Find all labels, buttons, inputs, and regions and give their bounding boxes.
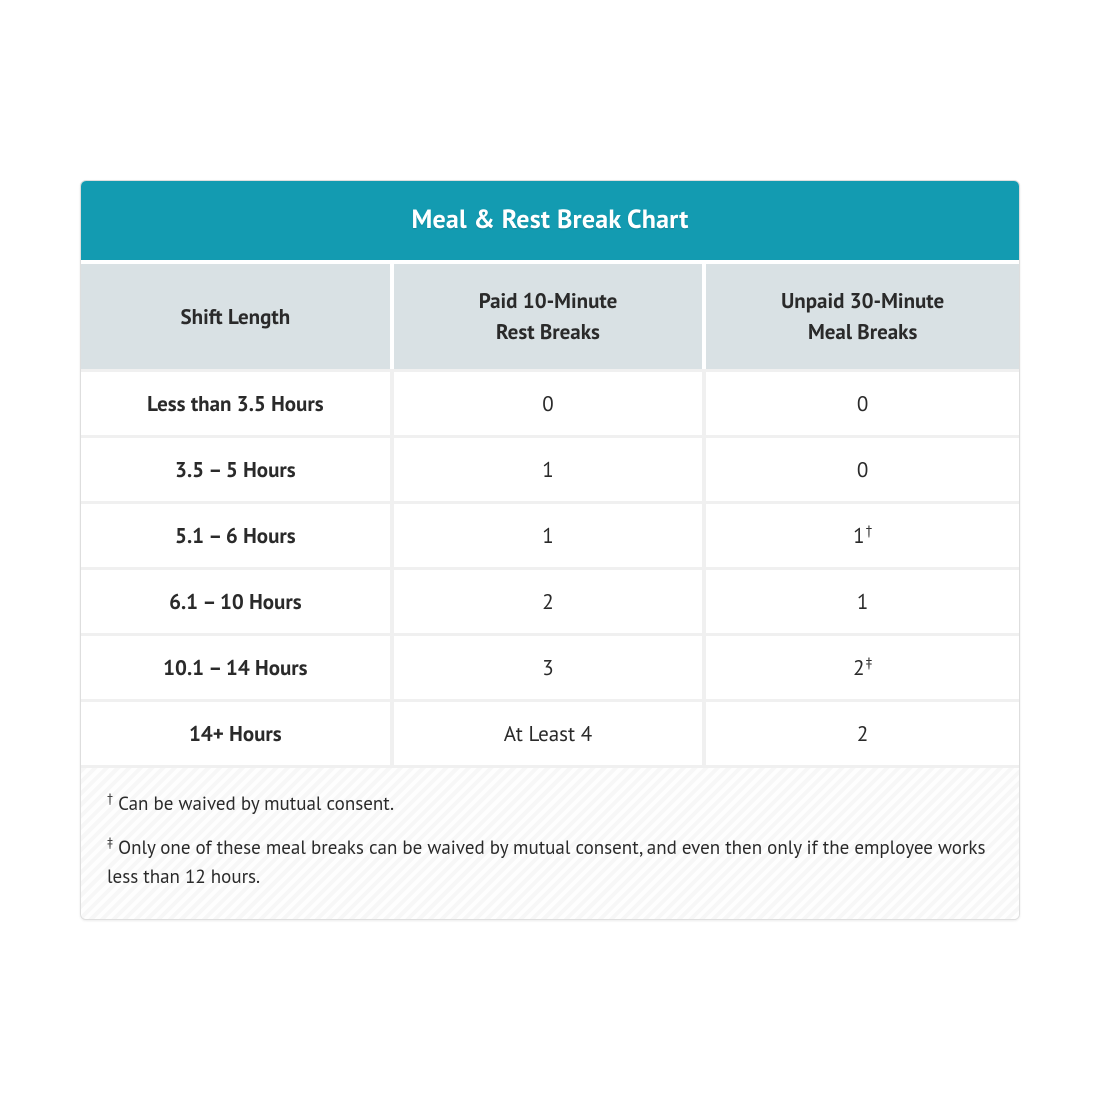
chart-title: Meal & Rest Break Chart <box>81 181 1019 260</box>
cell-meal: 1† <box>706 501 1019 567</box>
table-row: 6.1 – 10 Hours21 <box>81 567 1019 633</box>
cell-shift: 5.1 – 6 Hours <box>81 501 394 567</box>
footnote: ‡ Only one of these meal breaks can be w… <box>107 834 993 893</box>
footnotes: † Can be waived by mutual consent. ‡ Only… <box>81 765 1019 918</box>
table-header-row: Shift LengthPaid 10-MinuteRest BreaksUnp… <box>81 260 1019 369</box>
table-row: 14+ HoursAt Least 42 <box>81 699 1019 765</box>
cell-rest: 3 <box>394 633 707 699</box>
table-row: 3.5 – 5 Hours10 <box>81 435 1019 501</box>
break-chart: Meal & Rest Break Chart Shift LengthPaid… <box>80 180 1020 919</box>
table-row: Less than 3.5 Hours00 <box>81 369 1019 435</box>
cell-meal: 1 <box>706 567 1019 633</box>
table-body: Less than 3.5 Hours003.5 – 5 Hours105.1 … <box>81 369 1019 765</box>
table-row: 10.1 – 14 Hours32‡ <box>81 633 1019 699</box>
break-table: Shift LengthPaid 10-MinuteRest BreaksUnp… <box>81 260 1019 765</box>
cell-rest: 1 <box>394 501 707 567</box>
cell-rest: 0 <box>394 369 707 435</box>
col-header-0: Shift Length <box>81 260 394 369</box>
cell-meal: 2 <box>706 699 1019 765</box>
cell-shift: Less than 3.5 Hours <box>81 369 394 435</box>
cell-rest: 1 <box>394 435 707 501</box>
cell-meal: 2‡ <box>706 633 1019 699</box>
cell-shift: 6.1 – 10 Hours <box>81 567 394 633</box>
cell-rest: 2 <box>394 567 707 633</box>
cell-rest: At Least 4 <box>394 699 707 765</box>
cell-meal: 0 <box>706 369 1019 435</box>
cell-meal: 0 <box>706 435 1019 501</box>
col-header-2: Unpaid 30-MinuteMeal Breaks <box>706 260 1019 369</box>
col-header-1: Paid 10-MinuteRest Breaks <box>394 260 707 369</box>
cell-shift: 14+ Hours <box>81 699 394 765</box>
footnote: † Can be waived by mutual consent. <box>107 790 993 819</box>
cell-shift: 3.5 – 5 Hours <box>81 435 394 501</box>
cell-shift: 10.1 – 14 Hours <box>81 633 394 699</box>
table-row: 5.1 – 6 Hours11† <box>81 501 1019 567</box>
